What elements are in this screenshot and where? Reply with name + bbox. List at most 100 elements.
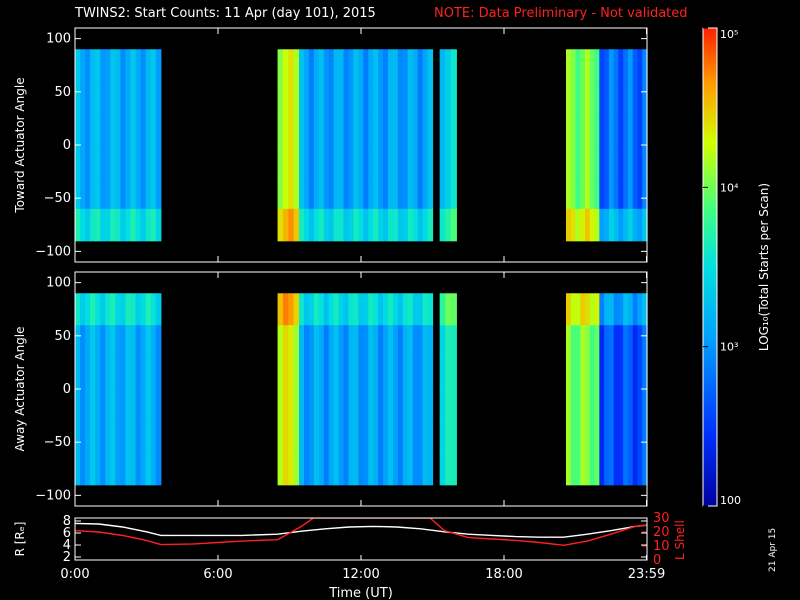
heatmap-cell bbox=[343, 357, 350, 390]
heatmap-cell bbox=[333, 293, 340, 326]
heatmap-cell bbox=[140, 325, 147, 358]
heatmap-cell bbox=[637, 81, 643, 114]
heatmap-cell bbox=[299, 389, 305, 422]
heatmap-cell bbox=[308, 145, 315, 178]
heatmap-cell bbox=[618, 145, 624, 178]
heatmap-cell bbox=[100, 420, 106, 454]
heatmap-cell bbox=[303, 81, 310, 114]
heatmap-cell bbox=[115, 208, 122, 242]
heatmap-cell bbox=[632, 293, 639, 326]
heatmap-cell bbox=[348, 113, 355, 146]
heatmap-cell bbox=[402, 389, 409, 422]
heatmap-cell bbox=[422, 452, 429, 486]
heatmap-cell bbox=[115, 145, 122, 178]
heatmap-cell bbox=[637, 452, 643, 486]
heatmap-cell bbox=[353, 389, 359, 422]
heatmap-cell bbox=[282, 420, 289, 454]
heatmap-cell bbox=[75, 145, 81, 178]
heatmap-cell bbox=[392, 81, 399, 114]
heatmap-cell bbox=[422, 420, 429, 454]
heatmap-cell bbox=[115, 420, 122, 454]
heatmap-cell bbox=[632, 420, 639, 454]
heatmap-cell bbox=[90, 81, 96, 114]
colorbar-tick-label: 10³ bbox=[720, 341, 738, 354]
heatmap-cell bbox=[402, 176, 409, 210]
heatmap-cell bbox=[323, 389, 330, 422]
heatmap-cell bbox=[637, 293, 643, 326]
heatmap-cell bbox=[580, 325, 586, 358]
heatmap-cell bbox=[392, 420, 399, 454]
heatmap-cell bbox=[323, 452, 330, 486]
bottom-frame bbox=[74, 517, 648, 561]
heatmap-cell bbox=[145, 420, 152, 454]
heatmap-cell bbox=[282, 49, 289, 82]
heatmap-cell bbox=[388, 325, 394, 358]
heatmap-cell bbox=[445, 420, 452, 454]
heatmap-cell bbox=[412, 325, 419, 358]
l-shell-line bbox=[75, 518, 647, 547]
heatmap-cell bbox=[155, 325, 162, 358]
heatmap-cell bbox=[637, 325, 643, 358]
heatmap-cell bbox=[100, 81, 106, 114]
heatmap-cell bbox=[373, 452, 379, 486]
heatmap-cell bbox=[589, 145, 596, 178]
heatmap-cell bbox=[594, 357, 600, 390]
heatmap-cell bbox=[363, 452, 369, 486]
heatmap-cell bbox=[333, 208, 340, 242]
heatmap-cell bbox=[570, 208, 577, 242]
heatmap-cell bbox=[150, 325, 157, 358]
heatmap-cell bbox=[150, 293, 157, 326]
heatmap-cell bbox=[85, 325, 91, 358]
heatmap-cell bbox=[303, 357, 310, 390]
heatmap-cell bbox=[570, 389, 577, 422]
heatmap-cell bbox=[299, 208, 305, 242]
heatmap-cell bbox=[288, 325, 295, 358]
heatmap-cell bbox=[328, 389, 335, 422]
heatmap-cell bbox=[277, 49, 284, 82]
heatmap-cell bbox=[105, 176, 111, 210]
heatmap-cell bbox=[130, 293, 137, 326]
heatmap-cell bbox=[427, 420, 434, 454]
heatmap-cell bbox=[358, 325, 364, 358]
heatmap-cell bbox=[368, 49, 374, 82]
heatmap-cell bbox=[140, 357, 147, 390]
heatmap-cell bbox=[85, 81, 91, 114]
heatmap-cell bbox=[604, 208, 610, 242]
heatmap-cell bbox=[95, 176, 101, 210]
heatmap-cell bbox=[378, 452, 384, 486]
heatmap-cell bbox=[570, 176, 577, 210]
heatmap-cell bbox=[105, 49, 111, 82]
heatmap-cell bbox=[308, 113, 315, 146]
heatmap-cell bbox=[632, 176, 639, 210]
heatmap-cell bbox=[623, 357, 629, 390]
heatmap-cell bbox=[308, 420, 315, 454]
heatmap-cell bbox=[575, 357, 581, 390]
heatmap-cell bbox=[95, 145, 101, 178]
x-tick-label: 23:59 bbox=[628, 567, 665, 582]
heatmap-cell bbox=[580, 208, 586, 242]
heatmap-cell bbox=[125, 325, 132, 358]
heatmap-cell bbox=[95, 357, 101, 390]
right-y-tick-label: 10 bbox=[653, 539, 670, 554]
heatmap-cell bbox=[427, 325, 434, 358]
heatmap-cell bbox=[618, 293, 624, 326]
heatmap-cell bbox=[632, 389, 639, 422]
heatmap-cell bbox=[323, 357, 330, 390]
heatmap-cell bbox=[439, 145, 446, 178]
heatmap-cell bbox=[105, 81, 111, 114]
heatmap-cell bbox=[608, 357, 615, 390]
heatmap-cell bbox=[288, 293, 295, 326]
heatmap-cell bbox=[125, 81, 132, 114]
heatmap-cell bbox=[115, 452, 122, 486]
y-axis-label: Away Actuator Angle bbox=[13, 326, 27, 451]
heatmap-cell bbox=[120, 176, 127, 210]
heatmap-cell bbox=[450, 389, 457, 422]
heatmap-cell bbox=[599, 49, 605, 82]
heatmap-cell bbox=[632, 325, 639, 358]
heatmap-cell bbox=[368, 293, 374, 326]
heatmap-cell bbox=[397, 420, 404, 454]
heatmap-cell bbox=[427, 176, 434, 210]
heatmap-cell bbox=[75, 389, 81, 422]
heatmap-cell bbox=[318, 49, 325, 82]
heatmap-cell bbox=[594, 325, 600, 358]
